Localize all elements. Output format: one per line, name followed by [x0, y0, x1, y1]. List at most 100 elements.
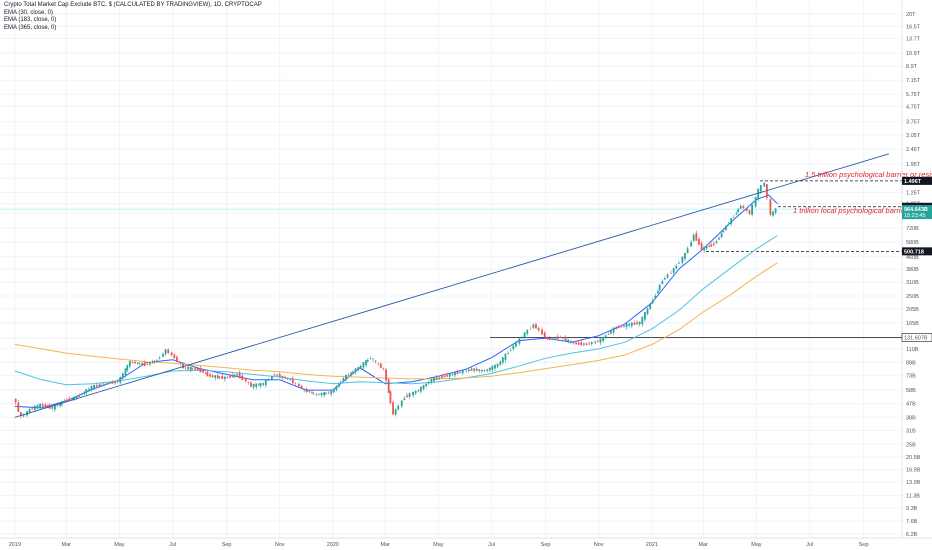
candle-body	[541, 329, 543, 335]
candle-body	[194, 368, 197, 370]
candle-body	[90, 385, 93, 390]
candle-body	[196, 368, 199, 371]
candle-body	[131, 361, 134, 363]
candle-body	[501, 357, 504, 363]
candle-body	[585, 343, 588, 345]
candle-body	[167, 349, 170, 353]
candle-body	[700, 242, 703, 251]
y-tick-label: 165B	[906, 321, 919, 327]
x-tick-label: 2020	[327, 542, 339, 548]
candle-body	[327, 392, 330, 394]
candle-body	[338, 383, 340, 387]
price-tag	[902, 205, 932, 220]
candle-body	[14, 398, 17, 403]
candle-body	[354, 368, 357, 373]
ema-line-365[interactable]	[14, 262, 778, 380]
y-tick-label: 13.7T	[906, 36, 921, 42]
candle-body	[332, 389, 335, 393]
candle-body	[119, 376, 122, 383]
candle-body	[357, 367, 360, 371]
candle-body	[774, 208, 777, 213]
candle-body	[515, 342, 517, 347]
candle-body	[664, 278, 666, 280]
candle-body	[244, 378, 247, 382]
candle-body	[199, 367, 202, 373]
candle-body	[712, 243, 715, 246]
candle-body	[567, 339, 570, 342]
trendline-layer[interactable]	[14, 153, 890, 418]
price-axis[interactable]: 20T 16.5T 13.7T 10.9T 8.9T 7.15T 5.75T 4.75T 3.7…	[901, 0, 921, 538]
candle-body	[377, 363, 380, 364]
candle-body	[315, 394, 318, 395]
candle-body	[345, 374, 347, 380]
candle-body	[417, 390, 420, 392]
candle-body	[523, 332, 526, 338]
candle-body	[134, 361, 136, 364]
annotation-text[interactable]: 1.5 trillion psychological barrier or re…	[805, 170, 932, 179]
candle-body	[121, 373, 124, 379]
horizontal-levels	[0, 180, 902, 338]
candle-body	[54, 404, 56, 410]
candle-body	[311, 391, 313, 393]
candle-body	[499, 361, 502, 365]
candle-body	[335, 386, 338, 390]
candle-body	[105, 383, 108, 385]
ema-line-30[interactable]	[14, 194, 778, 409]
price-tag	[902, 247, 932, 256]
y-tick-label: 16.9B	[906, 467, 921, 473]
candle-body	[559, 337, 562, 338]
y-tick-label: 20T	[906, 12, 916, 18]
y-tick-label: 9.3B	[906, 506, 918, 512]
candle-body	[757, 188, 760, 200]
candle-body	[607, 334, 610, 335]
x-tick-label: Jul	[488, 542, 495, 548]
candle-body	[389, 391, 392, 404]
candle-body	[661, 281, 664, 284]
candle-body	[126, 365, 129, 371]
candle-body	[684, 253, 686, 259]
candle-body	[138, 363, 141, 364]
candle-body	[414, 391, 417, 394]
candle-body	[440, 376, 443, 379]
y-tick-label: 3.75T	[906, 120, 921, 126]
rising-trendline[interactable]	[14, 153, 890, 418]
legend-ema-365[interactable]: EMA (365, close, 0)	[4, 24, 57, 31]
candle-body	[628, 323, 631, 326]
legend-ema-30[interactable]: EMA (30, close, 0)	[4, 9, 54, 16]
candle-body	[465, 370, 468, 372]
candle-body	[725, 226, 727, 230]
candle-body	[173, 354, 176, 358]
ema-line-183[interactable]	[14, 235, 778, 386]
candle-body	[732, 217, 735, 219]
y-tick-label: 380B	[906, 267, 919, 273]
x-tick-label: Mar	[380, 542, 390, 548]
candle-body	[670, 273, 672, 274]
candle-body	[63, 400, 66, 403]
candle-body	[681, 256, 684, 263]
candle-body	[93, 384, 96, 389]
candle-body	[320, 392, 323, 396]
x-tick-label: Jul	[169, 542, 176, 548]
legend-ema-183[interactable]: EMA (183, close, 0)	[4, 17, 57, 23]
y-tick-label: 16.5T	[906, 24, 921, 30]
candle-body	[475, 368, 478, 372]
candle-body	[98, 384, 101, 387]
annotation-text[interactable]: 1 trillion local psychological barrier o…	[793, 206, 916, 215]
candle-body	[737, 209, 740, 213]
time-axis[interactable]: 2019 Mar May Jul Sep Nov 2020 Mar May Jul Sep Nov 20…	[0, 537, 932, 548]
x-tick-label: May	[433, 542, 444, 548]
candle-body	[654, 295, 657, 299]
candle-body	[467, 369, 470, 372]
candle-body	[666, 274, 669, 278]
candle-body	[488, 367, 491, 371]
candle-body	[236, 374, 238, 376]
candle-body	[615, 327, 618, 330]
candle-body	[362, 362, 365, 368]
candle-body	[17, 402, 20, 412]
y-tick-label: 73B	[906, 373, 916, 379]
y-tick-label: 8.9T	[906, 64, 918, 70]
y-tick-label: 13.9B	[906, 480, 921, 486]
candle-body	[400, 400, 403, 407]
candle-body	[425, 383, 428, 387]
